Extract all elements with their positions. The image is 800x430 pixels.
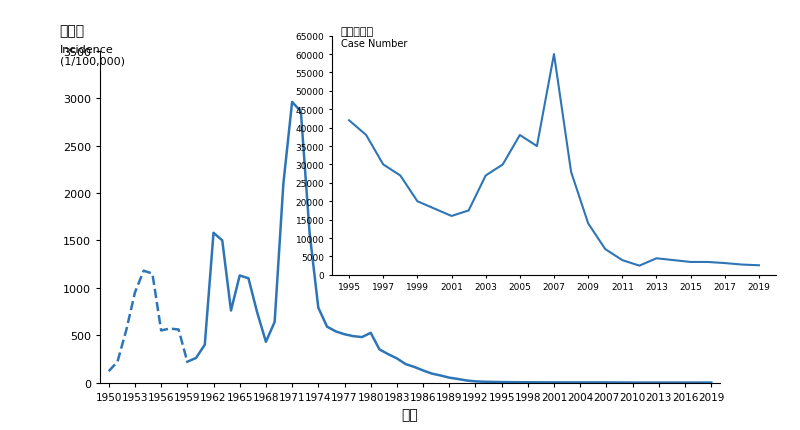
Text: Incidence
(1/100,000): Incidence (1/100,000): [60, 45, 125, 67]
X-axis label: 年份: 年份: [402, 407, 418, 421]
Text: 报告病例数: 报告病例数: [341, 27, 374, 37]
Text: 发病率: 发病率: [60, 25, 85, 38]
Text: Case Number: Case Number: [341, 39, 407, 49]
